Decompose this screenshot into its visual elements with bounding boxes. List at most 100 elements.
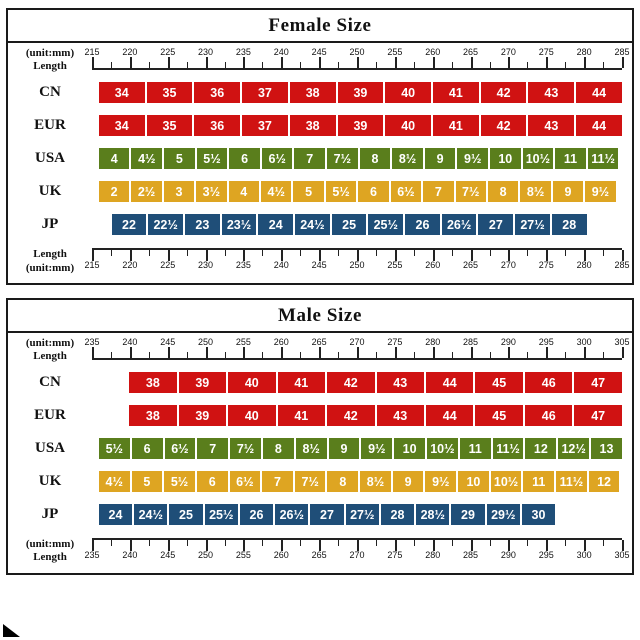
major-tick <box>167 346 170 358</box>
minor-tick <box>338 62 340 68</box>
size-row-jp: JP 22 22½ 23 23½ 24 24½ 25 25½ 26 26½ 27 27½ 28 <box>8 214 622 236</box>
size-cell: 27½ <box>515 214 550 236</box>
size-cell: 5½ <box>325 181 357 203</box>
major-tick <box>243 57 246 68</box>
unit-label-line: Length <box>33 60 67 73</box>
tick-number: 235 <box>84 550 100 561</box>
row-label: CN <box>39 374 61 391</box>
major-tick <box>394 250 397 262</box>
size-row-usa: USA 5½ 6 6½ 7 7½ 8 8½ 9 9½ 10 10½ 11 11½ 12 12½ 13 <box>8 438 622 460</box>
major-tick <box>281 540 284 552</box>
size-cell: 28½ <box>416 504 450 526</box>
tick-number: 225 <box>160 47 176 57</box>
size-cell: 43 <box>376 405 424 427</box>
size-row-eur: EUR 38 39 40 41 42 43 44 45 46 47 <box>8 405 622 427</box>
tick-number: 280 <box>576 260 592 271</box>
tick-number: 300 <box>576 550 592 561</box>
size-cell: 6 <box>131 438 163 460</box>
row-label: EUR <box>34 407 66 424</box>
tick-numbers: 215 220 225 230 235 240 245 250 255 260 265 270 275 2… <box>84 47 629 58</box>
major-tick <box>205 540 208 552</box>
tick-number: 270 <box>349 550 365 561</box>
size-cell: 9½ <box>361 438 393 460</box>
size-cell: 38 <box>289 82 336 104</box>
major-tick <box>622 346 624 358</box>
size-cell: 30 <box>521 504 556 526</box>
size-cell: 4½ <box>98 471 130 493</box>
size-cell: 5 <box>131 471 163 493</box>
tick-number: 285 <box>463 550 479 561</box>
tick-number: 250 <box>198 550 214 561</box>
size-cell: 8½ <box>520 181 551 203</box>
minor-tick <box>413 540 415 547</box>
tick-number: 240 <box>273 47 289 57</box>
major-tick <box>319 346 322 358</box>
size-cell: 3½ <box>196 181 227 203</box>
minor-tick <box>527 62 529 68</box>
ruler-track: 215 220 225 230 235 240 245 250 255 260 265 270 275 2… <box>84 248 630 274</box>
size-cell: 41 <box>277 405 326 427</box>
tick-number: 305 <box>614 336 630 347</box>
tick-number: 235 <box>235 47 251 57</box>
bottom-ruler: (unit:mm) Length 235 240 245 250 255 260 265 270 2… <box>8 534 632 564</box>
size-cell: 10 <box>394 438 425 460</box>
tick-number: 275 <box>538 47 554 57</box>
size-cell: 6 <box>358 181 389 203</box>
major-tick <box>319 250 322 262</box>
tick-number: 230 <box>198 47 214 57</box>
size-cell: 35 <box>146 82 193 104</box>
size-bar: 4½ 5 5½ 6 6½ 7 7½ 8 8½ 9 9½ 10 10½ 11 11½ 12 <box>98 471 620 493</box>
size-row-cn: CN 34 35 36 37 38 39 40 41 42 43 44 <box>8 82 622 104</box>
size-cell: 34 <box>98 82 145 104</box>
tick-number: 295 <box>538 336 554 347</box>
tick-number: 280 <box>425 336 441 347</box>
size-cell: 38 <box>289 115 336 137</box>
tick-number: 215 <box>84 47 100 57</box>
size-cell: 9½ <box>457 148 488 170</box>
size-cell: 8 <box>359 148 391 170</box>
size-cell: 9½ <box>425 471 457 493</box>
size-cell: 42 <box>480 115 527 137</box>
minor-tick <box>565 540 567 547</box>
major-tick <box>622 250 624 262</box>
tick-marks <box>92 346 624 360</box>
size-row-usa: USA 4 4½ 5 5½ 6 6½ 7 7½ 8 8½ 9 9½ 10 10½ 11 11½ <box>8 148 622 170</box>
size-cell: 11½ <box>492 438 524 460</box>
tick-number: 280 <box>425 550 441 561</box>
minor-tick <box>603 351 605 358</box>
major-tick <box>508 57 511 68</box>
size-cell: 6½ <box>390 181 422 203</box>
size-bar: 34 35 36 37 38 39 40 41 42 43 44 <box>98 115 622 137</box>
major-tick <box>584 540 587 552</box>
minor-tick <box>603 540 605 547</box>
row-track: 38 39 40 41 42 43 44 45 46 47 <box>92 405 622 427</box>
tick-number: 265 <box>311 336 327 347</box>
minor-tick <box>186 62 188 68</box>
size-cell: 40 <box>228 405 276 427</box>
size-cell: 7½ <box>455 181 486 203</box>
row-track: 4 4½ 5 5½ 6 6½ 7 7½ 8 8½ 9 9½ 10 10½ 11 11½ <box>92 148 622 170</box>
size-cell: 7 <box>197 438 229 460</box>
size-cell: 8½ <box>360 471 391 493</box>
size-cell: 6 <box>229 148 260 170</box>
size-cell: 40 <box>385 115 432 137</box>
tick-number: 300 <box>576 336 592 347</box>
size-cell: 22½ <box>148 214 183 236</box>
size-cell: 36 <box>194 82 241 104</box>
size-cell: 41 <box>277 372 326 394</box>
major-tick <box>546 346 549 358</box>
unit-label: Length (unit:mm) <box>8 248 92 274</box>
row-track: 5½ 6 6½ 7 7½ 8 8½ 9 9½ 10 10½ 11 11½ 12 12½ 13 <box>92 438 622 460</box>
tick-number: 275 <box>387 550 403 561</box>
size-row-uk: UK 2 2½ 3 3½ 4 4½ 5 5½ 6 6½ 7 7½ 8 8½ 9 9½ <box>8 181 622 203</box>
size-bar: 5½ 6 6½ 7 7½ 8 8½ 9 9½ 10 10½ 11 11½ 12 12½ 13 <box>98 438 622 460</box>
major-tick <box>432 57 435 68</box>
size-cell: 8½ <box>392 148 423 170</box>
unit-label-line: Length <box>33 551 67 564</box>
unit-label-line: (unit:mm) <box>25 261 75 274</box>
size-cell: 24½ <box>295 214 330 236</box>
major-tick <box>432 346 435 358</box>
size-cell: 11½ <box>587 148 619 170</box>
size-cell: 39 <box>337 115 384 137</box>
major-tick <box>432 540 435 552</box>
